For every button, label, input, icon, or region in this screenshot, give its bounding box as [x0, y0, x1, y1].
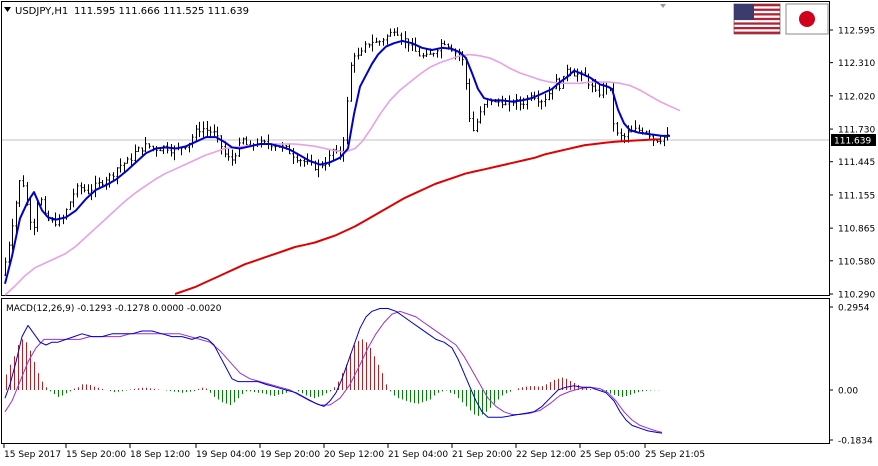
price-tick-8: 110.290 — [838, 291, 875, 301]
scroll-arrow-icon[interactable] — [660, 4, 666, 8]
time-tick-8: 22 Sep 12:00 — [516, 450, 576, 460]
time-axis: 15 Sep 2017 15 Sep 20:00 18 Sep 12:00 19 Se… — [3, 444, 705, 460]
current-price-box — [831, 134, 876, 146]
macd-tick-0: 0.2954 — [838, 304, 870, 314]
symbol-title: USDJPY,H1 — [15, 6, 68, 17]
time-tick-7: 21 Sep 20:00 — [452, 450, 512, 460]
price-axis: 112.595 112.310 112.020 111.730 111.445 111.1… — [829, 27, 875, 301]
price-tick-2: 112.020 — [838, 92, 875, 102]
ma-slow-line — [174, 138, 660, 295]
price-tick-5: 111.155 — [838, 191, 875, 201]
macd-label: MACD(12,26,9) -0.1293 -0.1278 0.0000 -0.… — [6, 304, 222, 314]
time-tick-5: 20 Sep 12:00 — [324, 450, 384, 460]
time-tick-4: 19 Sep 20:00 — [260, 450, 320, 460]
time-tick-0: 15 Sep 2017 — [4, 450, 61, 460]
price-tick-4: 111.445 — [838, 158, 875, 168]
price-tick-1: 112.310 — [838, 59, 875, 69]
macd-tick-2: -0.1834 — [838, 437, 873, 447]
price-tick-6: 110.865 — [838, 225, 875, 235]
time-tick-6: 21 Sep 04:00 — [388, 450, 448, 460]
triangle-down-icon[interactable] — [4, 7, 11, 12]
price-tick-3: 111.730 — [838, 126, 875, 136]
macd-main-line — [4, 308, 663, 434]
macd-panel-frame — [1, 298, 830, 444]
macd-tick-1: 0.00 — [838, 387, 858, 397]
time-tick-9: 25 Sep 05:00 — [580, 450, 640, 460]
current-price-label: 111.639 — [834, 137, 871, 147]
macd-lines — [4, 308, 663, 434]
us-flag-icon — [733, 3, 781, 35]
time-tick-3: 19 Sep 04:00 — [196, 450, 256, 460]
macd-signal-line — [4, 310, 663, 433]
time-tick-2: 18 Sep 12:00 — [130, 450, 190, 460]
time-tick-1: 15 Sep 20:00 — [66, 450, 126, 460]
macd-axis: 0.2954 0.00 -0.1834 — [829, 304, 873, 447]
ma-fast-line — [4, 39, 670, 284]
price-tick-7: 110.580 — [838, 257, 875, 267]
ohlc-values: 111.595 111.666 111.525 111.639 — [74, 6, 249, 17]
japan-flag-icon — [785, 3, 829, 35]
price-tick-0: 112.595 — [838, 27, 875, 37]
moving-averages — [4, 39, 681, 296]
time-tick-10: 25 Sep 21:05 — [645, 450, 705, 460]
